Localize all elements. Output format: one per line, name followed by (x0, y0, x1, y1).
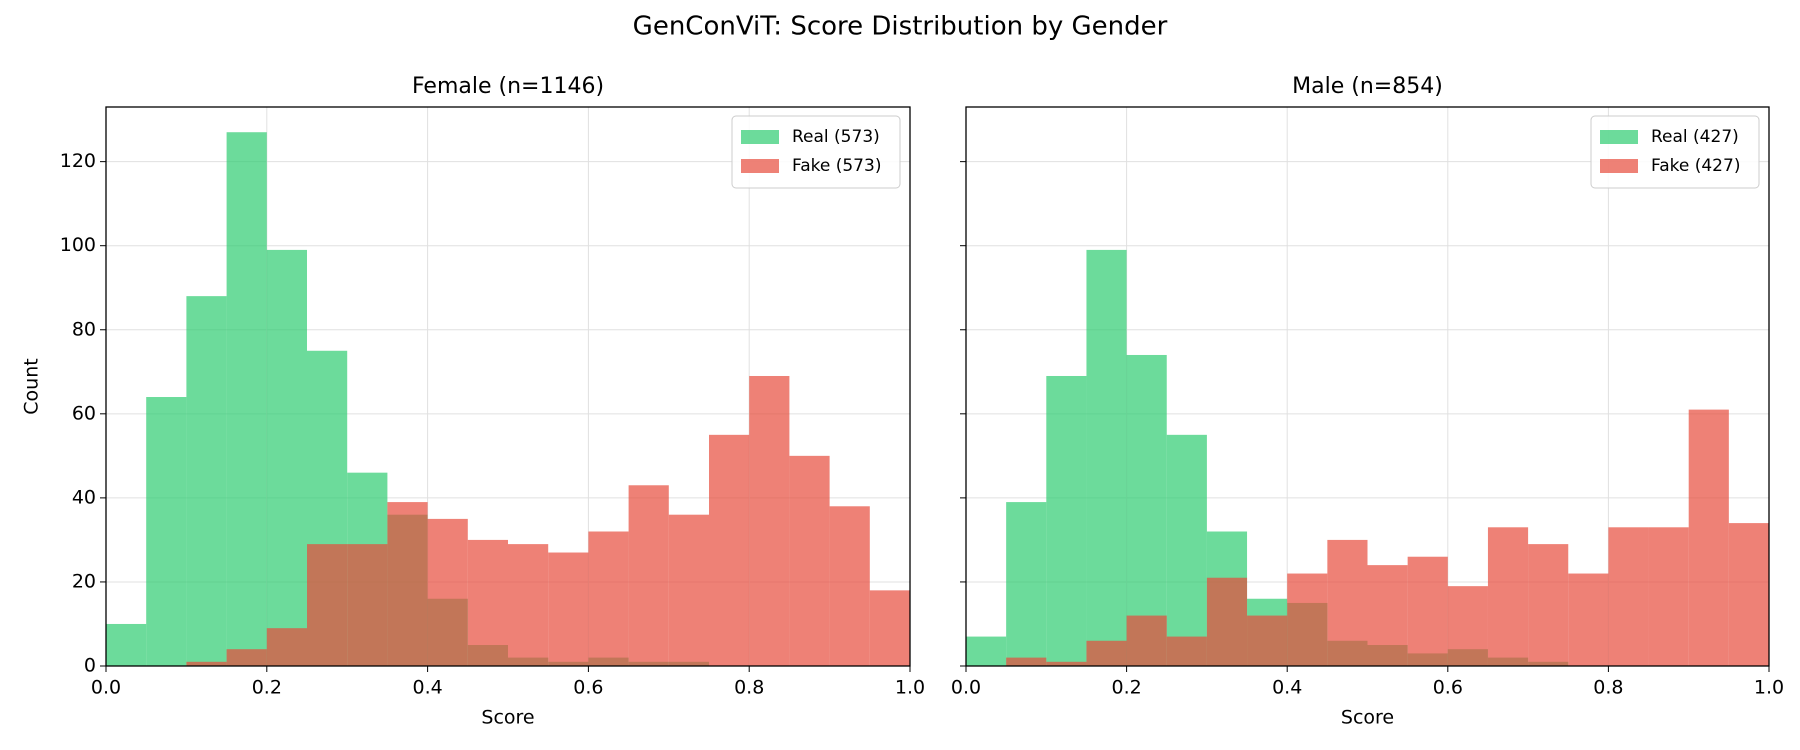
histogram-bar (186, 296, 227, 666)
histogram-bar (226, 132, 267, 667)
y-tick-label: 0 (84, 655, 96, 677)
x-tick-label: 1.0 (895, 677, 925, 699)
y-tick-label: 100 (60, 234, 96, 256)
legend-swatch (1600, 130, 1638, 144)
figure-title: GenConViT: Score Distribution by Gender (633, 12, 1168, 42)
x-axis-label: Score (1341, 707, 1394, 729)
x-tick-label: 0.0 (91, 677, 121, 699)
histogram-bar (1528, 544, 1569, 666)
histogram-bar (307, 544, 348, 666)
histogram-bar (709, 434, 750, 666)
histogram-bar (588, 531, 629, 666)
histogram-bar (266, 249, 307, 666)
y-tick-label: 60 (72, 402, 96, 424)
x-tick-label: 0.2 (252, 677, 282, 699)
panel-title: Female (n=1146) (412, 74, 604, 99)
histogram-bar (1126, 615, 1167, 666)
legend-label: Real (573) (792, 127, 880, 147)
y-axis-label: Count (21, 358, 43, 414)
legend-label: Real (427) (1651, 127, 1739, 147)
histogram-bar (1006, 502, 1047, 666)
histogram-bar (1608, 527, 1649, 666)
histogram-bar (1006, 657, 1047, 666)
histogram-bar (749, 375, 790, 666)
histogram-bar (266, 628, 307, 666)
histogram-bar (1206, 577, 1248, 666)
histogram-bar (1086, 249, 1127, 666)
x-tick-label: 0.6 (573, 677, 603, 699)
legend-swatch (741, 130, 779, 144)
axes-frame (105, 106, 911, 667)
axes-frame (965, 106, 1770, 667)
histogram-bar (1126, 354, 1167, 666)
histogram-bar (1287, 573, 1328, 666)
x-tick-label: 0.0 (951, 677, 981, 699)
histogram-bar (186, 661, 227, 666)
x-tick-label: 0.4 (1272, 677, 1302, 699)
histogram-bar (226, 649, 267, 666)
histogram-bar (1407, 556, 1448, 666)
histogram-bar (1327, 539, 1368, 666)
y-tick-label: 120 (60, 150, 96, 172)
histogram-bar (548, 552, 589, 666)
histogram-bar (1086, 640, 1127, 666)
histogram-bar (1648, 527, 1689, 666)
histogram-bar (628, 485, 669, 666)
histogram-bar (508, 544, 549, 666)
histogram-bar (387, 502, 428, 666)
x-tick-label: 0.4 (412, 677, 442, 699)
histogram-bar (106, 623, 147, 666)
histogram-bar (427, 518, 468, 666)
legend-swatch (1600, 159, 1638, 173)
histogram-bar (1046, 661, 1087, 666)
histogram-bar (1247, 615, 1288, 666)
y-tick-label: 40 (72, 486, 96, 508)
histogram-bar (869, 590, 910, 666)
x-axis-label: Score (481, 707, 534, 729)
x-tick-label: 0.2 (1111, 677, 1141, 699)
x-tick-label: 0.8 (1593, 677, 1623, 699)
panel-title: Male (n=854) (1292, 74, 1443, 99)
histogram-bar (1367, 565, 1408, 666)
histogram-bar (789, 455, 830, 666)
histogram-bar (1166, 636, 1207, 666)
y-tick-label: 80 (72, 318, 96, 340)
histogram-bar (966, 636, 1007, 666)
x-tick-label: 0.6 (1433, 677, 1463, 699)
histogram-bar (347, 544, 388, 666)
histogram-bar (1688, 409, 1729, 666)
legend-label: Fake (573) (792, 156, 881, 176)
histogram-bar (1487, 527, 1529, 666)
histogram-bar (1447, 586, 1488, 666)
histogram-bar (829, 506, 870, 666)
histogram-bar (668, 514, 709, 666)
y-tick-label: 20 (72, 570, 96, 592)
legend-label: Fake (427) (1651, 156, 1740, 176)
histogram-bar (1046, 375, 1087, 666)
x-tick-label: 1.0 (1754, 677, 1784, 699)
histogram-bar (1568, 573, 1609, 666)
x-tick-label: 0.8 (734, 677, 764, 699)
histogram-bar (1728, 523, 1769, 666)
histogram-bar (1166, 434, 1207, 666)
histogram-bar (467, 539, 508, 666)
legend-swatch (741, 159, 779, 173)
histogram-bar (146, 397, 187, 666)
